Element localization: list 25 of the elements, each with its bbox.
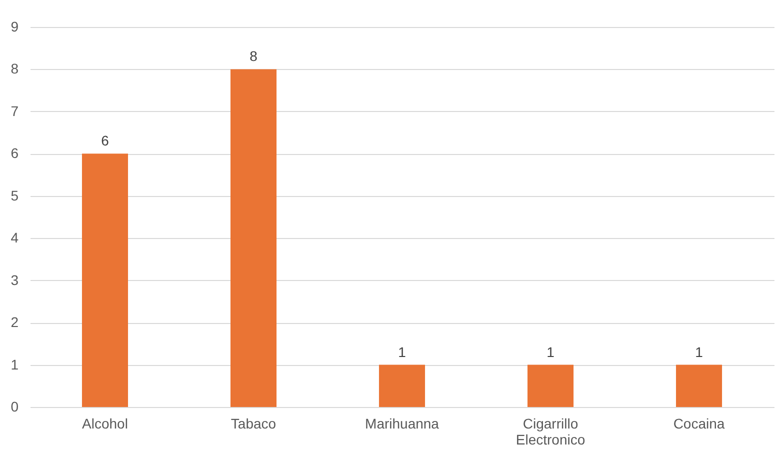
bar	[378, 364, 426, 407]
x-tick-label: Marihuanna	[365, 416, 440, 432]
x-tick-label: Cocaina	[673, 416, 725, 432]
x-tick-label: Alcohol	[82, 416, 128, 432]
y-tick-label: 7	[10, 102, 19, 119]
data-label: 1	[398, 344, 406, 360]
y-tick-label: 5	[10, 187, 19, 204]
data-label: 1	[546, 344, 555, 360]
y-tick-label: 6	[10, 145, 19, 162]
data-label: 8	[250, 48, 258, 64]
y-tick-label: 2	[10, 314, 19, 330]
bar	[676, 364, 722, 407]
data-label: 1	[695, 344, 704, 360]
bar	[527, 364, 574, 407]
y-tick-label: 8	[10, 60, 19, 77]
bar	[230, 69, 277, 407]
x-tick-label: Cigarrillo Electronico	[516, 416, 586, 448]
y-tick-label: 1	[10, 356, 19, 372]
y-tick-label: 0	[10, 398, 19, 414]
x-tick-label: Tabaco	[230, 416, 276, 432]
y-tick-label: 3	[10, 272, 19, 288]
bar	[82, 154, 128, 407]
y-tick-label: 4	[10, 230, 19, 246]
data-label: 6	[101, 132, 110, 149]
y-tick-label: 9	[10, 18, 19, 34]
